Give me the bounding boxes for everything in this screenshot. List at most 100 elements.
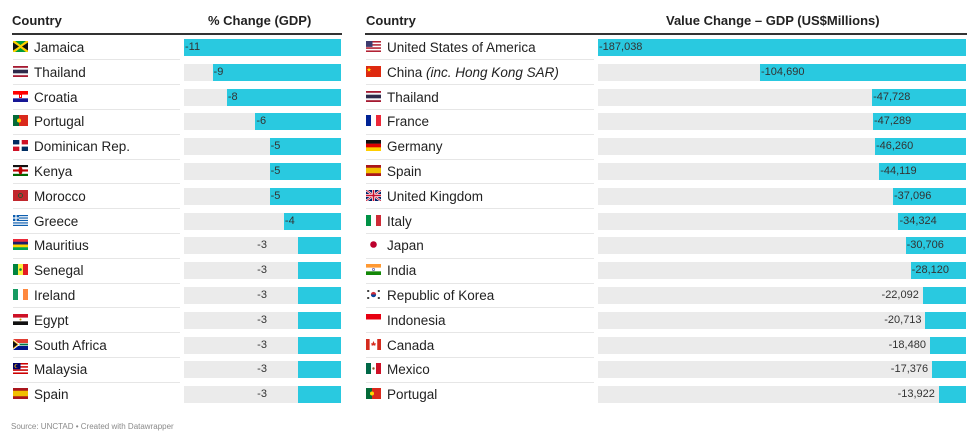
bar-track: -3 (184, 287, 341, 304)
flag-ke-icon (13, 165, 28, 176)
bar (760, 63, 966, 81)
bar-track: -3 (184, 311, 341, 329)
data-label: -11 (185, 41, 201, 53)
country-name: Croatia (34, 85, 78, 110)
data-label: -22,092 (881, 289, 919, 301)
country-name: Senegal (34, 258, 84, 283)
data-label: -8 (227, 90, 238, 103)
country-label: Malaysia (34, 362, 88, 378)
table-row: Spain -44,119 (366, 159, 966, 184)
bar-track: -34,324 (598, 212, 966, 230)
data-label: -6 (256, 115, 267, 128)
bar-track: -30,706 (598, 237, 966, 255)
header-pct-change: % Change (GDP) (208, 13, 312, 28)
bar-track: -17,376 (598, 361, 966, 379)
flag-ca-icon (366, 338, 381, 350)
flag-eg-icon (13, 313, 28, 325)
table-row: Canada -18,480 (366, 333, 966, 358)
bar-track: -3 (184, 237, 341, 255)
country-label: Germany (387, 139, 443, 155)
header-rule-right (365, 33, 967, 35)
bar-track: -37,096 (598, 187, 966, 205)
bar (298, 262, 341, 280)
flag-es-icon (13, 388, 28, 400)
bar (298, 361, 341, 379)
country-label: Mauritius (34, 238, 89, 254)
row-divider (366, 232, 594, 234)
data-label: -5 (270, 140, 281, 153)
row-divider (366, 307, 594, 309)
bar-track: -5 (184, 138, 341, 156)
data-label: -5 (270, 165, 281, 177)
flag-hr-icon (13, 90, 28, 102)
bar (874, 138, 966, 156)
bar-track: -46,260 (598, 138, 966, 156)
table-row: Italy -34,324 (366, 209, 966, 234)
bar (298, 237, 341, 255)
country-label: Dominican Rep. (34, 139, 131, 155)
bar-track: -9 (184, 63, 341, 81)
bar-track: -5 (184, 163, 341, 180)
bar (598, 39, 966, 56)
table-row: Republic of Korea -22,092 (366, 283, 966, 308)
country-label: Greece (34, 213, 79, 229)
row-divider (13, 381, 180, 383)
data-label: -13,922 (897, 388, 935, 401)
flag-us-icon (366, 41, 381, 52)
bar (905, 237, 966, 255)
row-divider (13, 257, 180, 259)
data-label: -3 (257, 239, 267, 252)
data-label: -18,480 (888, 338, 926, 351)
bar (269, 138, 341, 156)
row-divider (13, 59, 180, 61)
bar-track: -187,038 (598, 39, 966, 56)
row-divider (13, 84, 180, 86)
country-label: Thailand (34, 64, 86, 80)
row-divider (366, 381, 594, 383)
table-row: Indonesia -20,713 (366, 308, 966, 333)
header-rule-left (12, 33, 342, 35)
row-divider (13, 183, 180, 185)
bar-track: -47,289 (598, 113, 966, 131)
bar-track: -18,480 (598, 336, 966, 354)
data-label: -34,324 (899, 214, 937, 227)
flag-ma-icon (13, 189, 28, 201)
flag-ie-icon (13, 289, 28, 300)
country-label: Croatia (34, 89, 78, 105)
bar-track: -6 (184, 113, 341, 131)
source-note: Source: UNCTAD • Created with Datawrappe… (11, 422, 174, 431)
data-label: -3 (257, 363, 267, 376)
country-label: Jamaica (34, 40, 85, 55)
country-name: India (387, 258, 416, 283)
bar-track: -5 (184, 187, 341, 205)
table-row: Croatia -8 (13, 85, 343, 110)
flag-kr-icon (366, 289, 381, 300)
table-row: United Kingdom -37,096 (366, 184, 966, 209)
flag-jm-icon (13, 41, 28, 52)
table-row: Greece -4 (13, 209, 343, 234)
bar (872, 88, 966, 106)
country-name: Spain (34, 382, 69, 407)
data-label: -44,119 (880, 165, 917, 177)
flag-in-icon (366, 264, 381, 276)
row-divider (366, 282, 594, 284)
table-row: Jamaica -11 (13, 35, 343, 60)
country-label: Japan (387, 238, 424, 254)
country-label: South Africa (34, 337, 107, 353)
country-label: France (387, 114, 430, 130)
country-name: Greece (34, 209, 78, 234)
country-name: France (387, 109, 429, 134)
flag-fr-icon (366, 115, 381, 127)
flag-sn-icon (13, 264, 28, 276)
bar (269, 163, 341, 180)
country-name: Indonesia (387, 308, 446, 333)
bar-track: -22,092 (598, 287, 966, 304)
row-divider (13, 282, 180, 284)
flag-gb-icon (366, 189, 381, 201)
country-name: Jamaica (34, 35, 84, 60)
table-row: Morocco -5 (13, 184, 343, 209)
bar (938, 386, 966, 404)
bar (893, 187, 966, 205)
data-label: -3 (257, 289, 267, 301)
row-divider (366, 183, 594, 185)
